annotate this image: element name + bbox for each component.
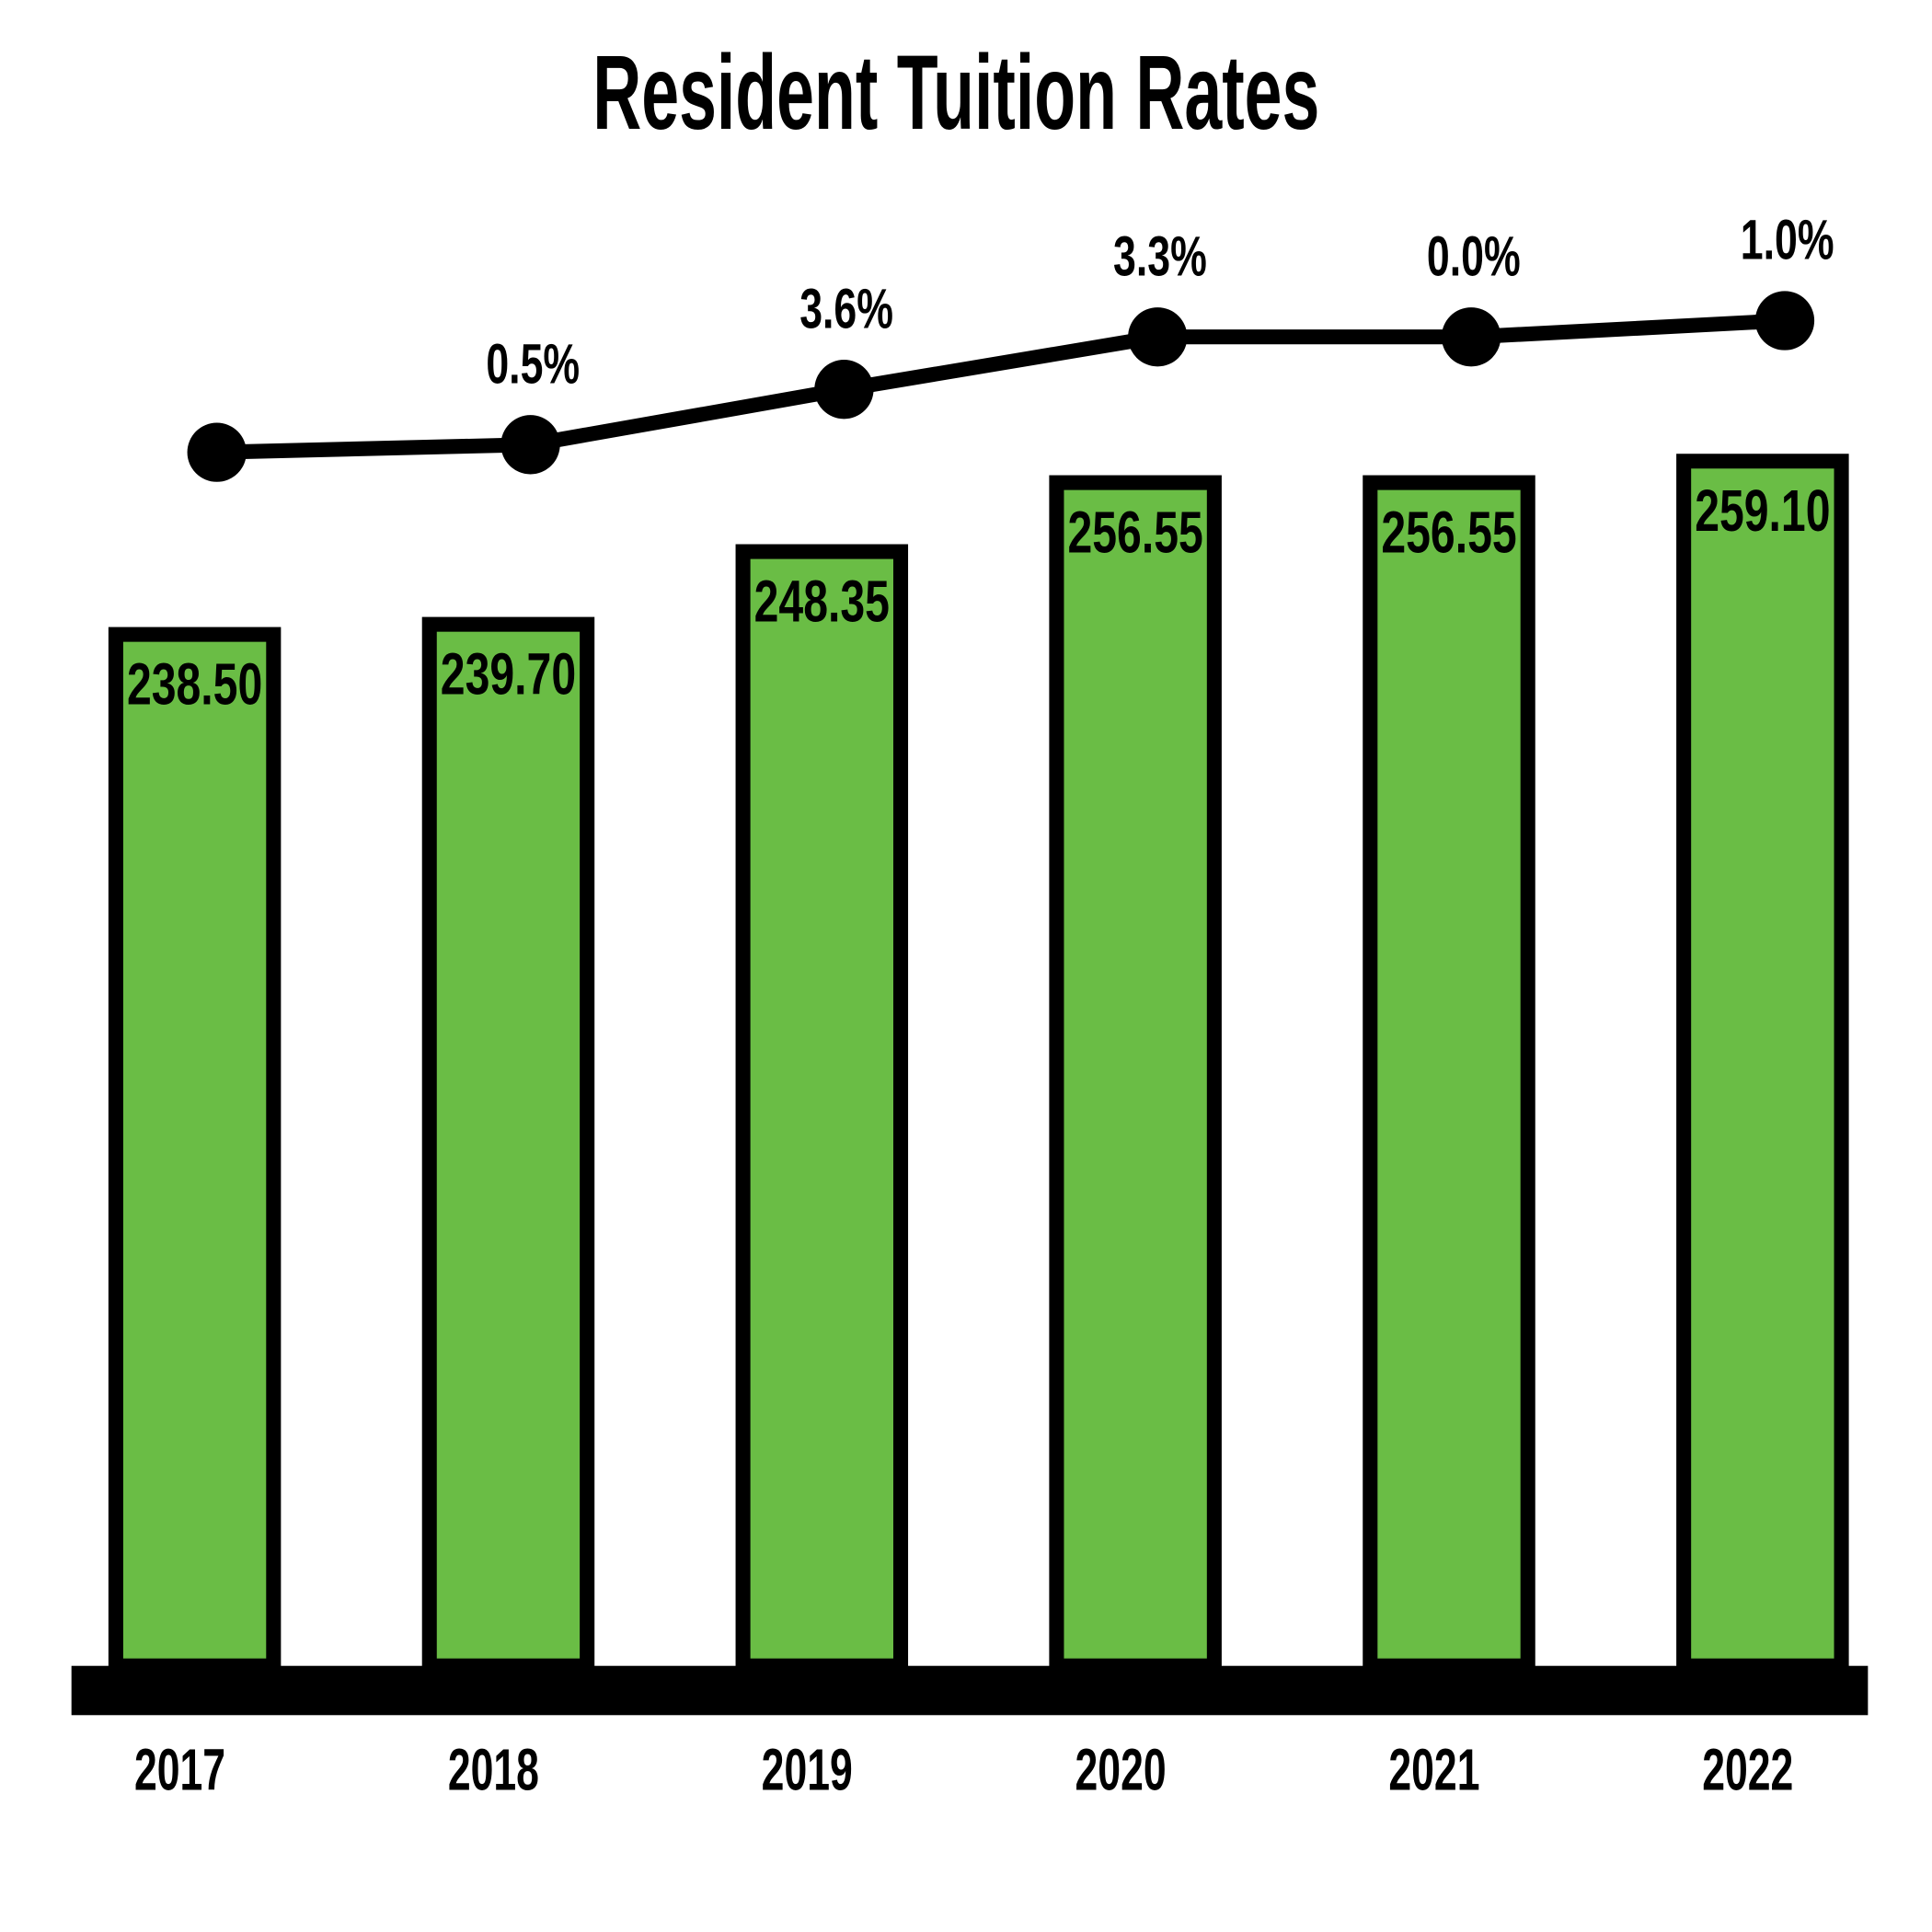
bar <box>421 616 595 1673</box>
bar <box>1049 475 1222 1673</box>
x-tick-label: 2022 <box>1702 1737 1793 1803</box>
bar-value-label: 239.70 <box>441 641 576 707</box>
pct-change-label: 3.3% <box>1113 224 1207 288</box>
x-tick-label: 2018 <box>448 1737 539 1803</box>
bar-value-label: 248.35 <box>754 568 890 634</box>
pct-change-label: 1.0% <box>1741 209 1834 272</box>
trend-line <box>216 313 1786 460</box>
trend-point <box>187 422 247 482</box>
bar-value-label: 256.55 <box>1381 499 1516 565</box>
bar <box>1363 475 1535 1673</box>
bar <box>1676 454 1849 1673</box>
pct-change-label: 0.0% <box>1427 224 1521 288</box>
x-tick-label: 2017 <box>134 1737 225 1803</box>
baseline <box>71 1665 1869 1716</box>
trend-point <box>500 415 560 475</box>
trend-point <box>1441 307 1501 367</box>
bar-value-label: 238.50 <box>127 651 262 718</box>
bar-value-label: 256.55 <box>1067 499 1202 565</box>
bar-value-label: 259.10 <box>1695 477 1830 544</box>
pct-change-label: 0.5% <box>486 333 580 397</box>
x-tick-label: 2019 <box>762 1737 853 1803</box>
x-tick-label: 2020 <box>1075 1737 1167 1803</box>
bar <box>108 627 282 1673</box>
trend-point <box>814 360 874 420</box>
chart-title: Resident Tuition Rates <box>592 34 1319 152</box>
bar <box>735 544 909 1673</box>
pct-change-label: 3.6% <box>799 277 893 340</box>
trend-point <box>1128 307 1188 367</box>
x-tick-label: 2021 <box>1388 1737 1479 1803</box>
trend-point <box>1754 291 1815 351</box>
